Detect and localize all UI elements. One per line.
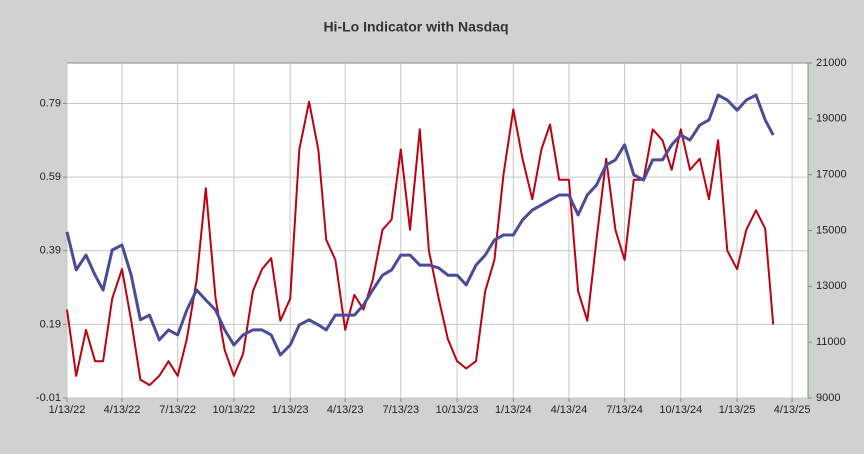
y2-tick-label: 15000: [816, 224, 847, 236]
x-tick-label: 10/13/23: [436, 404, 479, 416]
y2-tick-label: 19000: [816, 113, 847, 125]
y-tick-label: -0.01: [36, 392, 61, 404]
chart-title: Hi-Lo Indicator with Nasdaq: [323, 19, 508, 35]
x-tick-label: 7/13/24: [606, 404, 643, 416]
x-tick-label: 10/13/24: [659, 404, 702, 416]
series-line: [66, 100, 775, 387]
y-tick-label: 0.79: [40, 97, 61, 109]
x-tick-label: 4/13/22: [104, 404, 141, 416]
x-tick-label: 4/13/24: [551, 404, 588, 416]
x-tick-label: 10/13/22: [212, 404, 255, 416]
x-tick-label: 1/13/23: [272, 404, 309, 416]
y-tick-label: 0.19: [40, 318, 61, 330]
y2-tick-label: 9000: [816, 392, 840, 404]
x-tick-label: 7/13/22: [159, 404, 196, 416]
x-tick-label: 4/13/23: [327, 404, 364, 416]
y-tick-label: 0.59: [40, 171, 61, 183]
x-tick-label: 1/13/24: [495, 404, 532, 416]
y2-tick-label: 11000: [816, 336, 846, 348]
y2-tick-label: 13000: [816, 280, 847, 292]
plot-area: [66, 62, 809, 399]
x-tick-label: 4/13/25: [774, 404, 811, 416]
x-tick-label: 1/13/22: [49, 404, 86, 416]
series-line: [65, 93, 775, 357]
y2-tick-label: 17000: [816, 169, 847, 181]
x-tick-label: 7/13/23: [382, 404, 419, 416]
x-tick-label: 1/13/25: [719, 404, 756, 416]
y-tick-label: 0.39: [40, 245, 61, 257]
y2-tick-label: 21000: [816, 57, 847, 69]
